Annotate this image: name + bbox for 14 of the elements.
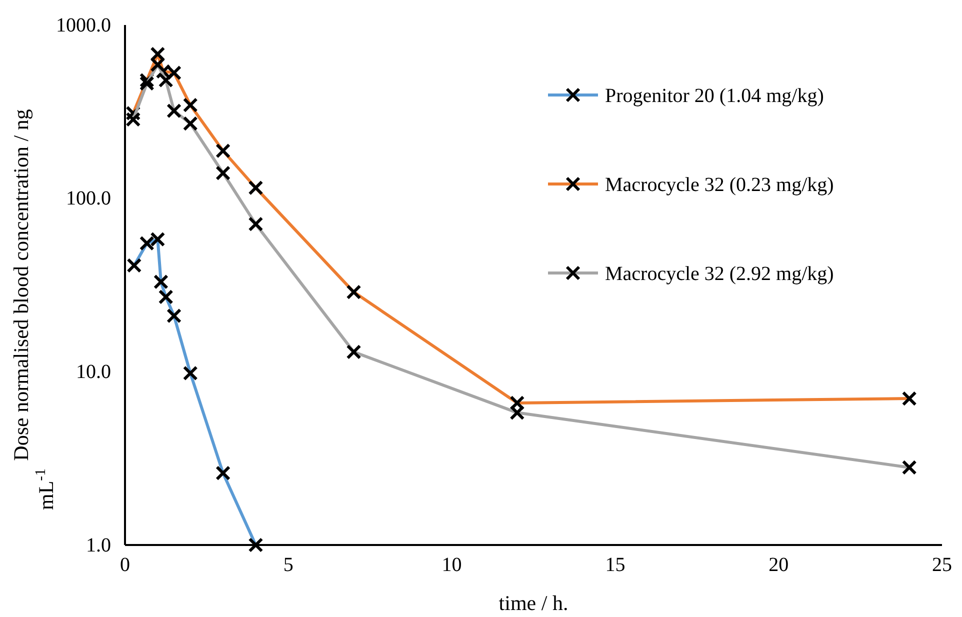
x-tick-label: 15 xyxy=(605,554,626,576)
x-tick-label: 5 xyxy=(283,554,294,576)
x-tick-label: 20 xyxy=(768,554,789,576)
x-tick-label: 0 xyxy=(120,554,130,576)
y-tick-label: 10.0 xyxy=(76,361,111,384)
y-tick-label: 1000.0 xyxy=(56,14,111,36)
x-axis-title: time / h. xyxy=(498,591,568,615)
y-tick-label: 100.0 xyxy=(66,188,111,210)
legend-label: Macrocycle 32 (2.92 mg/kg) xyxy=(605,263,834,285)
x-tick-label: 25 xyxy=(932,554,952,576)
legend-label: Progenitor 20 (1.04 mg/kg) xyxy=(605,85,824,107)
x-tick-label: 10 xyxy=(442,554,462,576)
y-tick-label: 1.0 xyxy=(86,534,111,556)
legend-label: Macrocycle 32 (0.23 mg/kg) xyxy=(605,174,834,196)
